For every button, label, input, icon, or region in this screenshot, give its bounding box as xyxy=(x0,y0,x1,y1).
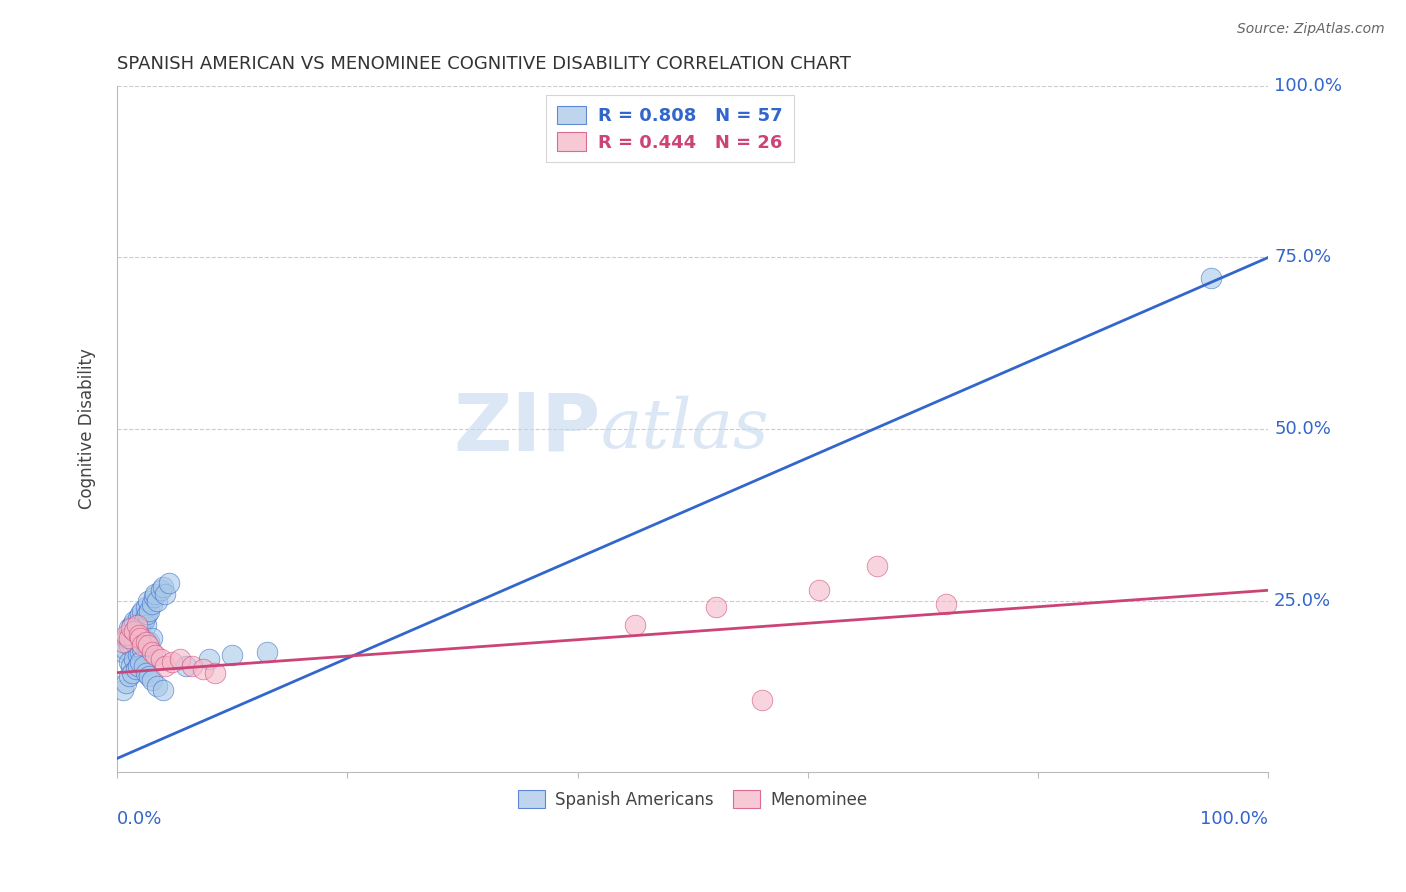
Point xyxy=(124,614,146,628)
Point xyxy=(124,634,146,648)
Point xyxy=(134,611,156,625)
Point xyxy=(221,648,243,663)
Point xyxy=(131,638,153,652)
Text: 50.0%: 50.0% xyxy=(1274,420,1331,438)
Point xyxy=(115,632,138,646)
Point xyxy=(152,580,174,594)
Y-axis label: Cognitive Disability: Cognitive Disability xyxy=(79,349,96,509)
Point xyxy=(128,617,150,632)
Point xyxy=(141,597,163,611)
Point xyxy=(149,583,172,598)
Point xyxy=(117,656,139,670)
Point xyxy=(127,648,149,663)
Point xyxy=(129,632,152,646)
Point xyxy=(127,611,149,625)
Text: 100.0%: 100.0% xyxy=(1274,77,1343,95)
Point xyxy=(143,648,166,663)
Text: 75.0%: 75.0% xyxy=(1274,248,1331,267)
Point xyxy=(117,621,139,635)
Point xyxy=(143,587,166,601)
Point xyxy=(141,632,163,646)
Point xyxy=(127,658,149,673)
Point xyxy=(138,634,160,648)
Point xyxy=(174,658,197,673)
Point xyxy=(135,600,157,615)
Point xyxy=(136,607,159,622)
Point xyxy=(146,593,169,607)
Text: Source: ZipAtlas.com: Source: ZipAtlas.com xyxy=(1237,22,1385,37)
Point xyxy=(121,617,143,632)
Point xyxy=(117,669,139,683)
Point xyxy=(136,593,159,607)
Point xyxy=(935,597,957,611)
Point xyxy=(129,607,152,622)
Point xyxy=(125,617,148,632)
Point xyxy=(204,665,226,680)
Point xyxy=(135,617,157,632)
Point xyxy=(135,638,157,652)
Point xyxy=(125,624,148,639)
Point xyxy=(866,559,889,574)
Point xyxy=(751,693,773,707)
Point xyxy=(117,632,139,646)
Point xyxy=(120,658,142,673)
Point xyxy=(152,682,174,697)
Point xyxy=(115,676,138,690)
Point xyxy=(141,645,163,659)
Point xyxy=(146,679,169,693)
Point xyxy=(131,604,153,618)
Point xyxy=(141,673,163,687)
Point xyxy=(136,638,159,652)
Point xyxy=(129,656,152,670)
Point xyxy=(193,662,215,676)
Point xyxy=(181,658,204,673)
Point xyxy=(121,665,143,680)
Point xyxy=(624,617,647,632)
Point xyxy=(704,600,727,615)
Point xyxy=(124,624,146,639)
Point xyxy=(132,658,155,673)
Point xyxy=(149,652,172,666)
Point xyxy=(111,682,134,697)
Point xyxy=(162,656,184,670)
Point xyxy=(138,669,160,683)
Point xyxy=(157,576,180,591)
Text: SPANISH AMERICAN VS MENOMINEE COGNITIVE DISABILITY CORRELATION CHART: SPANISH AMERICAN VS MENOMINEE COGNITIVE … xyxy=(117,55,851,73)
Point xyxy=(132,614,155,628)
Text: atlas: atlas xyxy=(600,395,769,462)
Point xyxy=(128,628,150,642)
Point xyxy=(129,621,152,635)
Point xyxy=(115,628,138,642)
Point xyxy=(117,638,139,652)
Point xyxy=(124,662,146,676)
Point xyxy=(131,641,153,656)
Text: 25.0%: 25.0% xyxy=(1274,591,1331,609)
Point xyxy=(129,645,152,659)
Point xyxy=(169,652,191,666)
Point xyxy=(124,652,146,666)
Point xyxy=(155,658,177,673)
Point xyxy=(111,634,134,648)
Point xyxy=(155,587,177,601)
Point xyxy=(1199,271,1222,285)
Point xyxy=(256,645,278,659)
Text: 0.0%: 0.0% xyxy=(117,810,163,828)
Text: ZIP: ZIP xyxy=(453,390,600,468)
Legend: Spanish Americans, Menominee: Spanish Americans, Menominee xyxy=(512,784,875,815)
Point xyxy=(808,583,831,598)
Point xyxy=(111,645,134,659)
Text: 100.0%: 100.0% xyxy=(1201,810,1268,828)
Point xyxy=(142,590,165,604)
Point xyxy=(135,665,157,680)
Point xyxy=(198,652,221,666)
Point xyxy=(138,604,160,618)
Point xyxy=(120,621,142,635)
Point xyxy=(114,641,136,656)
Point xyxy=(135,634,157,648)
Point xyxy=(120,628,142,642)
